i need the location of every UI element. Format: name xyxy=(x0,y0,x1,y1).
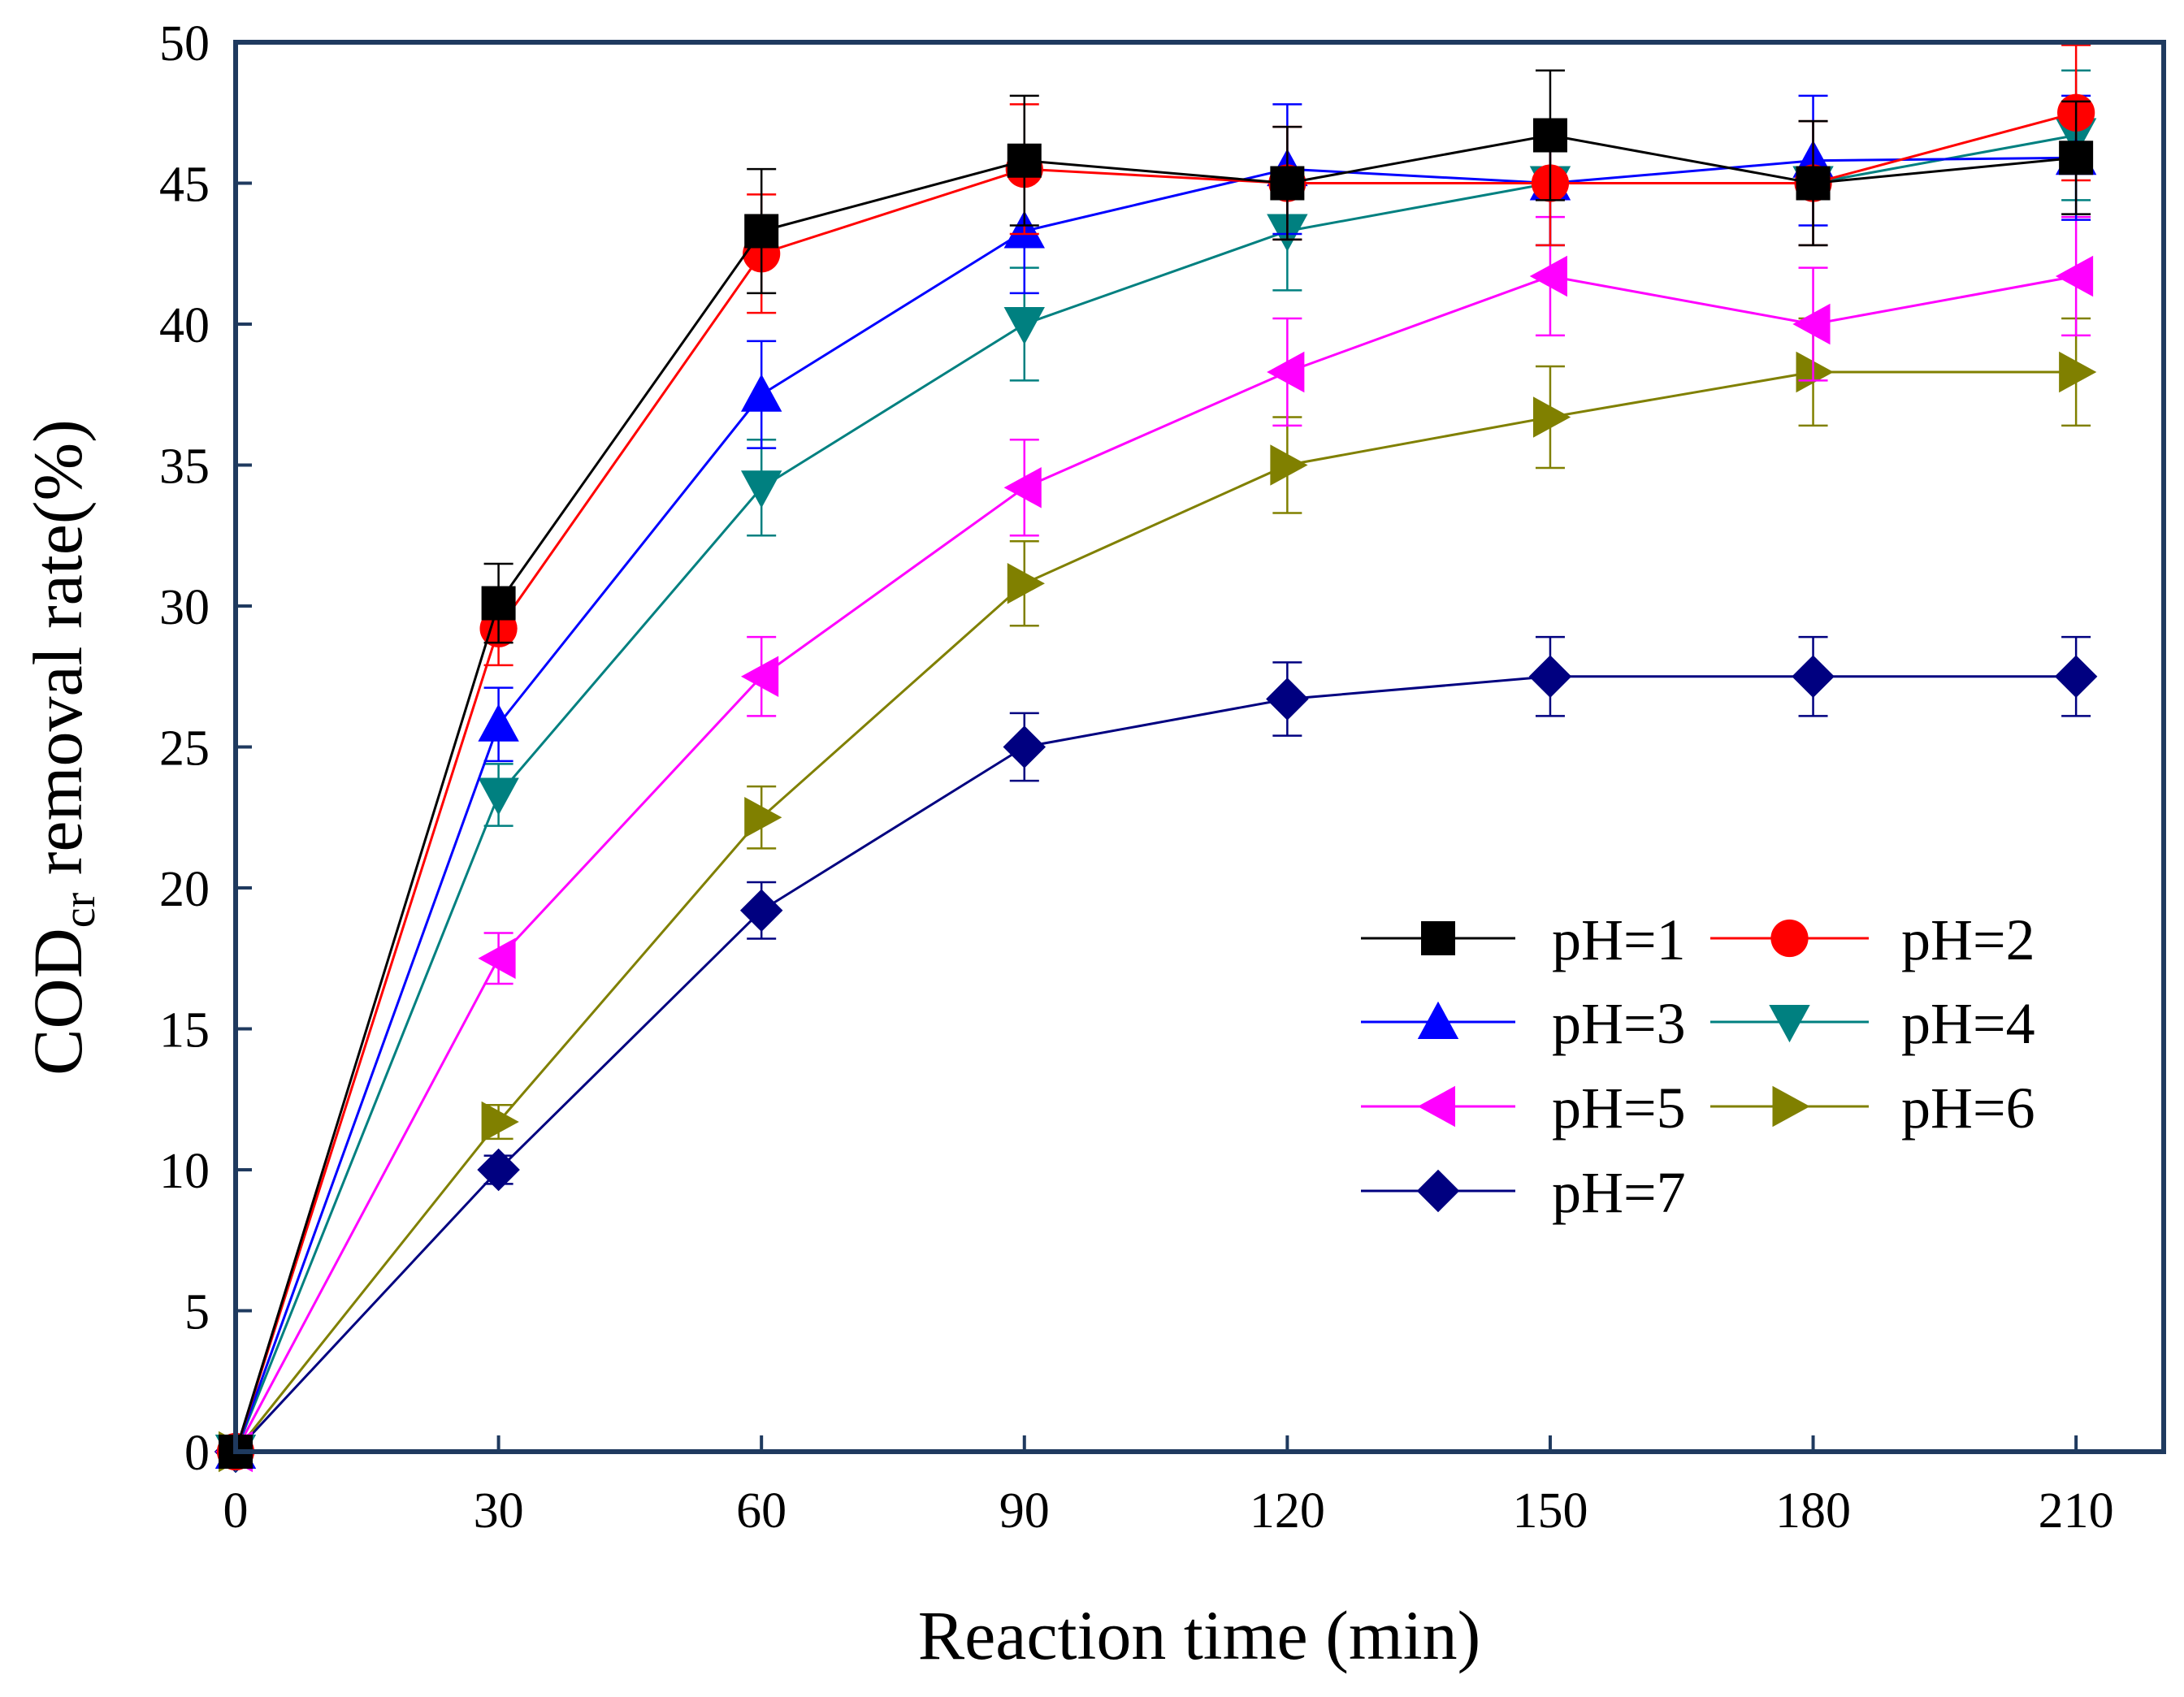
y-tick-label-40: 40 xyxy=(159,298,210,353)
legend-label: pH=1 xyxy=(1552,907,1686,972)
legend-item-pH=7: pH=7 xyxy=(1361,1160,1686,1225)
legend-item-pH=1: pH=1 xyxy=(1361,907,1686,972)
data-point-pH=4-90 xyxy=(1003,307,1045,345)
x-tick-label-210: 210 xyxy=(2039,1483,2114,1539)
legend-label: pH=2 xyxy=(1901,907,2035,972)
data-point-pH=7-150 xyxy=(1528,655,1572,698)
data-point-pH=4-60 xyxy=(740,470,782,509)
x-tick-label-30: 30 xyxy=(474,1483,524,1539)
data-point-pH=6-60 xyxy=(744,797,782,838)
y-tick-label-50: 50 xyxy=(159,16,210,71)
series-line-pH=2 xyxy=(234,111,2077,1452)
y-axis-title-subscript: cr xyxy=(54,892,105,928)
data-point-pH=6-120 xyxy=(1270,444,1308,486)
data-point-pH=3-60 xyxy=(740,374,782,412)
y-tick-label-5: 5 xyxy=(184,1285,210,1340)
data-point-pH=5-120 xyxy=(1267,351,1305,393)
x-tick-label-90: 90 xyxy=(999,1483,1050,1539)
data-point-pH=6-180 xyxy=(1796,351,1834,393)
series-pH=7 xyxy=(214,635,2098,1474)
data-point-pH=1-120 xyxy=(1270,166,1305,201)
legend-label: pH=3 xyxy=(1552,991,1686,1056)
series-pH=6 xyxy=(219,317,2097,1473)
legend-label: pH=7 xyxy=(1552,1160,1686,1225)
x-tick-label-60: 60 xyxy=(736,1483,786,1539)
data-point-pH=7-180 xyxy=(1792,655,1835,698)
series-line-pH=5 xyxy=(234,275,2077,1452)
data-point-pH=7-30 xyxy=(477,1148,520,1192)
data-point-pH=5-30 xyxy=(478,937,516,979)
legend-marker-triangle-right xyxy=(1772,1085,1810,1128)
y-tick-label-0: 0 xyxy=(184,1426,210,1481)
data-point-pH=1-150 xyxy=(1532,118,1567,153)
data-point-pH=6-210 xyxy=(2059,351,2097,393)
data-point-pH=1-90 xyxy=(1007,143,1042,178)
y-axis-title: CODcr removal rate(%) xyxy=(19,419,105,1076)
legend-marker-square xyxy=(1421,921,1455,955)
y-tick-label-45: 45 xyxy=(159,158,210,213)
legend-marker-circle xyxy=(1770,919,1809,958)
data-point-pH=1-60 xyxy=(744,214,779,249)
y-tick-label-25: 25 xyxy=(159,721,210,777)
data-point-pH=5-210 xyxy=(2055,255,2094,297)
series-line-pH=1 xyxy=(234,133,2077,1452)
series-line-pH=4 xyxy=(234,134,2077,1452)
data-point-pH=3-30 xyxy=(478,703,519,742)
series-pH=5 xyxy=(214,215,2094,1473)
y-axis-title-main: COD xyxy=(19,928,97,1076)
legend-item-pH=2: pH=2 xyxy=(1710,907,2035,972)
x-tick-label-150: 150 xyxy=(1512,1483,1588,1539)
legend-item-pH=4: pH=4 xyxy=(1710,991,2035,1056)
data-point-pH=7-210 xyxy=(2054,655,2098,698)
x-tick-label-0: 0 xyxy=(223,1483,249,1539)
legend: pH=1 pH=2 pH=3 pH=4 pH=5 pH=6 pH=7 xyxy=(1361,907,2035,1225)
data-point-pH=4-30 xyxy=(478,777,519,816)
data-point-pH=6-150 xyxy=(1532,396,1571,438)
x-tick-label-180: 180 xyxy=(1775,1483,1851,1539)
series-line-pH=3 xyxy=(234,156,2077,1452)
data-point-pH=6-90 xyxy=(1007,563,1045,604)
y-tick-label-15: 15 xyxy=(159,1003,210,1058)
data-point-pH=5-150 xyxy=(1529,255,1567,297)
series-pH=4 xyxy=(214,69,2097,1473)
legend-label: pH=4 xyxy=(1901,991,2035,1056)
data-point-pH=5-90 xyxy=(1003,467,1042,509)
y-axis-title-suffix: removal rate(%) xyxy=(19,419,97,893)
y-tick-label-20: 20 xyxy=(159,862,210,917)
legend-marker-diamond xyxy=(1416,1169,1460,1213)
legend-label: pH=5 xyxy=(1552,1076,1686,1141)
y-tick-label-10: 10 xyxy=(159,1144,210,1199)
legend-label: pH=6 xyxy=(1901,1076,2035,1141)
data-point-pH=7-120 xyxy=(1266,678,1309,721)
data-point-pH=5-180 xyxy=(1792,303,1831,345)
data-point-pH=7-60 xyxy=(739,889,783,933)
legend-item-pH=5: pH=5 xyxy=(1361,1076,1686,1141)
series-pH=1 xyxy=(219,69,2094,1469)
legend-item-pH=6: pH=6 xyxy=(1710,1076,2035,1141)
axes-layer: 0 30 60 90 120 150 180 210 0 5 10 15 20 25 30 35 40 45 50 xyxy=(159,16,2114,1539)
series-line-pH=6 xyxy=(234,370,2077,1452)
legend-marker-triangle-up xyxy=(1417,1001,1459,1039)
x-axis-title: Reaction time (min) xyxy=(918,1596,1481,1674)
data-point-pH=5-60 xyxy=(740,656,779,697)
data-point-pH=1-30 xyxy=(481,586,516,621)
data-point-pH=7-90 xyxy=(1003,725,1046,768)
legend-item-pH=3: pH=3 xyxy=(1361,991,1686,1056)
y-tick-label-30: 30 xyxy=(159,580,210,635)
legend-marker-triangle-down xyxy=(1769,1005,1810,1043)
data-point-pH=1-180 xyxy=(1796,166,1831,201)
x-tick-label-120: 120 xyxy=(1250,1483,1325,1539)
y-tick-label-35: 35 xyxy=(159,439,210,495)
data-point-pH=1-210 xyxy=(2059,141,2094,175)
legend-marker-triangle-left xyxy=(1417,1085,1455,1128)
data-point-pH=6-30 xyxy=(481,1101,519,1143)
plot-frame xyxy=(233,40,2166,1454)
series-layer xyxy=(214,44,2098,1474)
series-line-pH=7 xyxy=(234,675,2077,1453)
